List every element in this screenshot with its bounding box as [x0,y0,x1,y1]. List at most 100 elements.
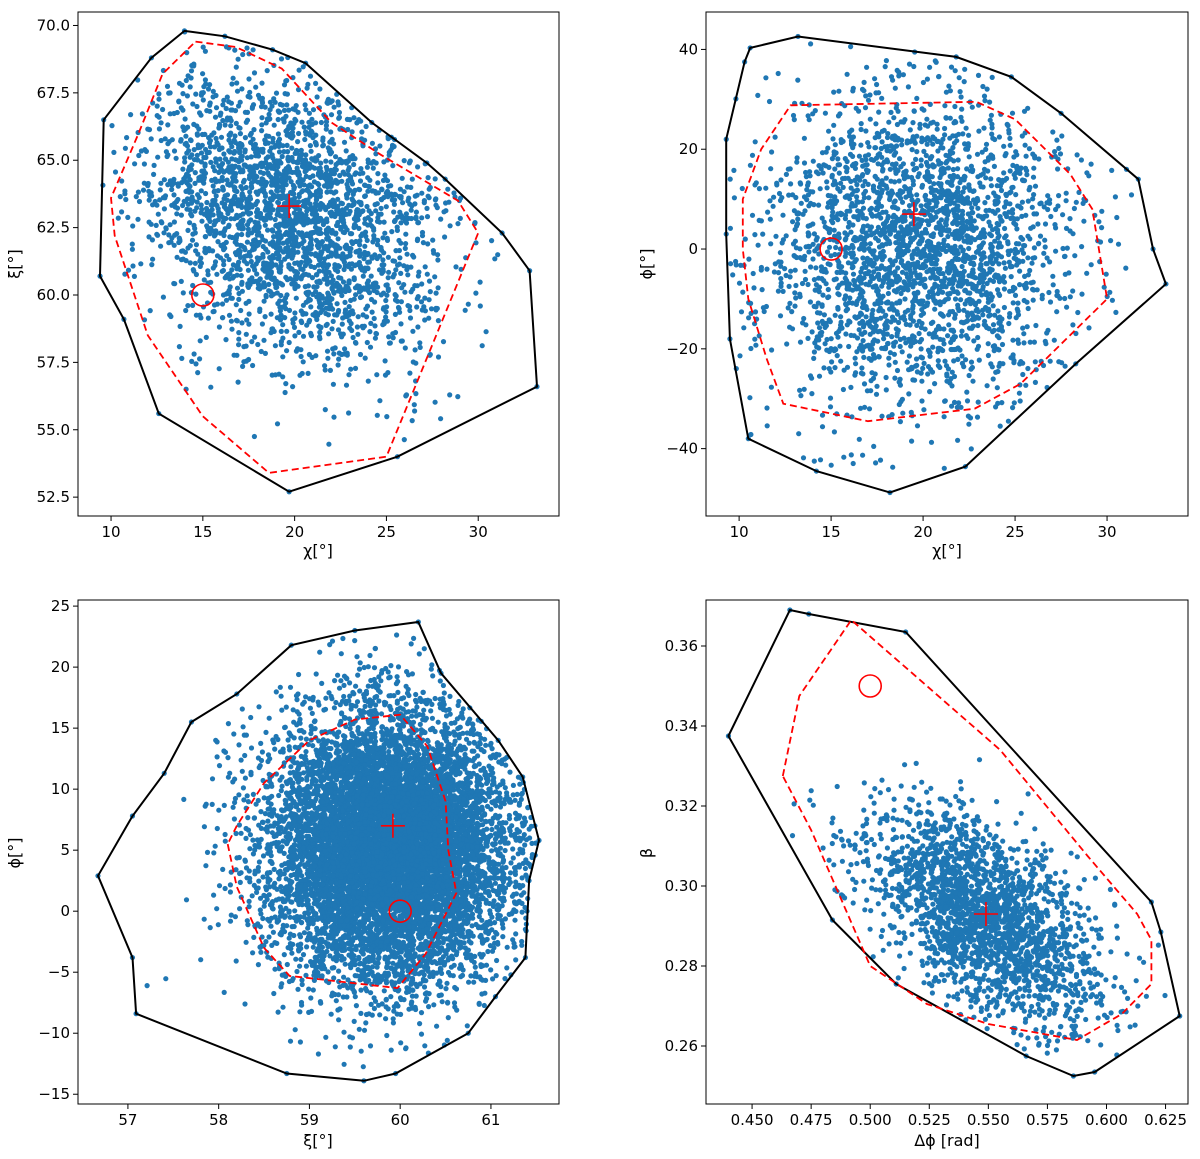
data-point [190,101,196,107]
data-point [816,337,822,343]
data-point [232,139,238,145]
data-point [267,210,273,217]
data-point [221,97,227,103]
data-point [949,182,955,188]
data-point [225,181,231,187]
data-point [863,314,869,320]
data-point [831,429,838,435]
data-point [952,296,959,302]
data-point [384,282,390,288]
data-point [322,363,328,369]
data-point [178,137,184,143]
data-point [166,139,172,145]
data-point [1003,192,1010,199]
data-point [954,289,960,295]
data-point [357,178,364,184]
data-point [1031,245,1037,251]
data-point [327,294,333,300]
data-point [375,171,381,177]
data-point [246,298,252,304]
data-point [232,133,238,139]
data-point [244,45,250,51]
data-point [265,227,271,233]
data-point [122,191,128,197]
data-point [315,262,322,268]
data-point [805,335,811,341]
data-point [163,149,169,155]
data-point [1008,189,1014,195]
data-point [302,102,308,108]
data-point [816,373,823,379]
data-point [193,242,199,248]
data-point [219,145,225,151]
plot-area [97,28,540,495]
data-point [221,169,227,175]
data-point [303,129,309,135]
data-point [432,176,438,182]
data-point [844,193,850,199]
data-point [158,180,164,186]
data-point [362,182,368,188]
data-point [852,355,858,361]
data-point [447,223,453,229]
data-point [786,192,792,198]
data-point [891,115,897,121]
data-point [790,112,797,119]
data-point [1024,324,1030,330]
data-point [399,175,405,181]
data-point [419,215,425,221]
data-point [316,334,323,340]
data-point [267,99,273,105]
data-point [1017,382,1023,388]
data-point [816,284,823,290]
data-point [276,136,283,142]
data-point [272,372,279,378]
data-point [228,107,234,113]
data-point [283,274,289,280]
data-point [274,158,280,164]
data-point [226,137,232,143]
data-point [840,386,847,393]
data-point [492,256,498,262]
data-point [237,131,243,137]
data-point [764,423,770,429]
data-point [402,245,408,251]
data-point [286,123,292,130]
data-point [1017,170,1023,176]
data-point [1107,289,1113,295]
data-point [458,266,464,272]
data-point [192,230,198,236]
data-point [390,163,396,169]
data-point [235,203,241,209]
data-point [214,271,220,277]
data-point [216,324,222,330]
data-point [901,285,907,291]
data-point [180,202,186,209]
data-point [228,205,234,211]
data-point [290,159,296,165]
y-tick-label: 52.5 [37,488,70,506]
data-point [396,247,402,254]
data-point [966,154,972,160]
data-point [291,120,297,126]
data-point [283,381,289,387]
data-point [894,300,900,306]
data-point [783,272,789,279]
data-point [989,74,995,80]
data-point [861,354,867,360]
data-point [906,391,912,397]
data-point [846,219,852,226]
data-point [925,293,931,299]
data-point [233,302,239,308]
data-point [883,387,889,393]
data-point [849,265,855,271]
data-point [308,148,314,154]
data-point [746,315,752,321]
data-point [325,100,331,106]
data-point [402,345,408,351]
data-point [233,178,239,184]
data-point [824,336,830,343]
data-point [270,228,276,234]
data-point [775,288,782,294]
data-point [275,164,281,170]
